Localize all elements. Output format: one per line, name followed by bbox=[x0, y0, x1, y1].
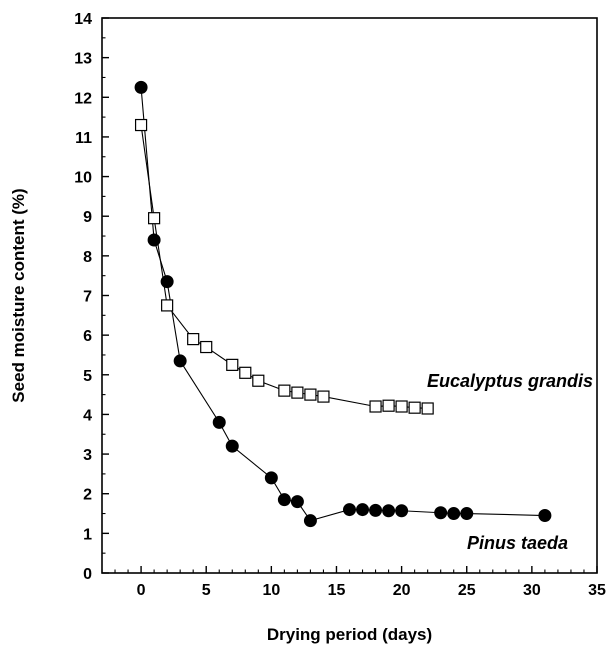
data-point-pinus-taeda bbox=[134, 80, 148, 94]
data-point-pinus-taeda bbox=[264, 471, 278, 485]
data-point-eucalyptus-grandis bbox=[134, 118, 148, 132]
series-label-pinus-taeda: Pinus taeda bbox=[467, 533, 568, 553]
y-tick-label: 0 bbox=[83, 566, 92, 583]
data-point-pinus-taeda bbox=[212, 415, 226, 429]
data-point-pinus-taeda bbox=[290, 495, 304, 509]
data-point-eucalyptus-grandis bbox=[317, 390, 330, 403]
data-point-pinus-taeda bbox=[147, 233, 161, 247]
series-line-pinus-taeda bbox=[140, 87, 545, 522]
data-point-pinus-taeda bbox=[356, 503, 370, 517]
data-point-pinus-taeda bbox=[277, 493, 291, 507]
y-tick-label: 11 bbox=[75, 130, 92, 147]
data-point-eucalyptus-grandis bbox=[382, 399, 395, 412]
y-tick-label: 14 bbox=[74, 11, 92, 28]
data-point-pinus-taeda bbox=[369, 503, 383, 517]
data-point-eucalyptus-grandis bbox=[395, 400, 408, 413]
data-point-pinus-taeda bbox=[303, 514, 317, 528]
data-point-eucalyptus-grandis bbox=[408, 401, 421, 414]
data-point-eucalyptus-grandis bbox=[148, 212, 161, 225]
series-markers bbox=[134, 80, 552, 528]
y-tick-label: 4 bbox=[83, 407, 92, 424]
y-axis-title: Seed moisture content (%) bbox=[9, 188, 28, 402]
data-point-eucalyptus-grandis bbox=[187, 333, 200, 346]
x-tick-label: 5 bbox=[202, 582, 211, 599]
data-point-eucalyptus-grandis bbox=[291, 386, 304, 399]
data-point-eucalyptus-grandis bbox=[226, 358, 239, 371]
y-tick-label: 7 bbox=[83, 289, 92, 306]
y-tick-label: 6 bbox=[83, 328, 92, 345]
y-tick-label: 2 bbox=[83, 487, 92, 504]
data-point-pinus-taeda bbox=[343, 503, 356, 517]
series-lines bbox=[140, 87, 545, 522]
y-tick-label: 5 bbox=[83, 368, 92, 385]
y-tick-label: 8 bbox=[83, 249, 92, 266]
data-point-eucalyptus-grandis bbox=[161, 299, 174, 312]
data-point-eucalyptus-grandis bbox=[421, 402, 434, 415]
data-point-eucalyptus-grandis bbox=[239, 366, 252, 379]
y-tick-label: 9 bbox=[83, 209, 92, 226]
data-point-pinus-taeda bbox=[160, 275, 174, 289]
series-label-eucalyptus-grandis: Eucalyptus grandis bbox=[427, 371, 593, 391]
data-point-pinus-taeda bbox=[173, 354, 187, 368]
data-point-eucalyptus-grandis bbox=[369, 400, 382, 413]
data-point-pinus-taeda bbox=[382, 504, 396, 518]
x-axis-title: Drying period (days) bbox=[267, 625, 432, 644]
x-tick-label: 35 bbox=[588, 582, 606, 599]
data-point-eucalyptus-grandis bbox=[278, 384, 291, 397]
x-tick-label: 10 bbox=[262, 582, 280, 599]
data-point-eucalyptus-grandis bbox=[252, 374, 265, 387]
y-tick-label: 13 bbox=[74, 51, 92, 68]
data-point-pinus-taeda bbox=[434, 506, 448, 520]
data-point-pinus-taeda bbox=[395, 504, 409, 518]
y-tick-label: 12 bbox=[74, 90, 92, 107]
x-tick-label: 25 bbox=[458, 582, 476, 599]
y-tick-label: 3 bbox=[83, 447, 92, 464]
data-point-pinus-taeda bbox=[225, 439, 239, 453]
data-point-pinus-taeda bbox=[460, 507, 474, 521]
data-point-eucalyptus-grandis bbox=[304, 388, 317, 401]
data-point-eucalyptus-grandis bbox=[200, 340, 213, 354]
data-point-pinus-taeda bbox=[447, 507, 461, 521]
x-tick-label: 0 bbox=[137, 582, 146, 599]
y-tick-label: 10 bbox=[74, 170, 92, 187]
y-tick-label: 1 bbox=[83, 526, 92, 543]
x-tick-label: 15 bbox=[328, 582, 346, 599]
data-point-pinus-taeda bbox=[538, 509, 552, 523]
x-tick-label: 20 bbox=[393, 582, 411, 599]
plot-frame bbox=[101, 17, 598, 574]
x-tick-label: 30 bbox=[523, 582, 541, 599]
